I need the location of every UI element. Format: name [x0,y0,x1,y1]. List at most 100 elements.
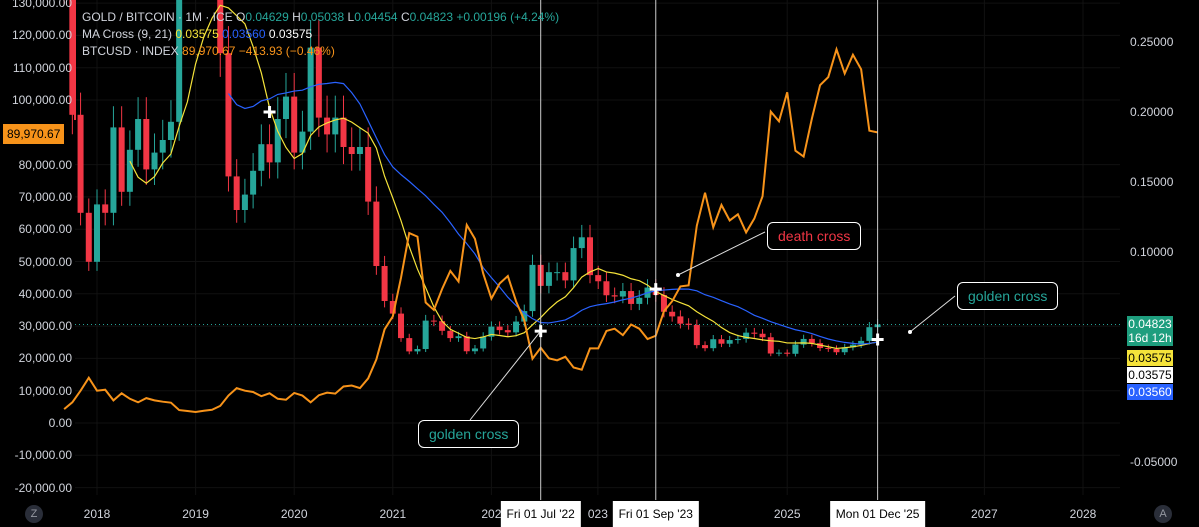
candle-body [858,340,865,345]
cross-marker-icon [263,106,276,118]
candle-body [570,248,577,281]
candle-body [299,131,306,153]
candle-body [545,272,552,286]
ma-cross-tag: 0.03575 [1127,367,1173,383]
candle-body [603,281,610,296]
candle-body [291,96,298,153]
golden-cross-annotation-1[interactable]: golden cross [418,420,520,448]
candle-body [455,336,462,339]
date-marker-label: Fri 01 Sep '23 [612,501,699,527]
ma-label[interactable]: MA Cross (9, 21) [82,27,173,41]
candle-body [759,333,766,338]
candle-body [69,0,76,115]
candle-body [808,338,815,344]
ma-fast-line [129,4,878,350]
right-axis-label: 0.20000 [1130,105,1174,119]
candle-body [282,96,289,119]
annotation-leader [677,231,766,276]
candle-body [250,170,257,195]
last-price-tag: 0.04823 16d 12h [1127,316,1173,346]
time-axis-label: 2025 [773,507,801,521]
candle-body [587,237,593,276]
cross-marker-icon [649,283,662,296]
candle-body [833,348,840,353]
ma-slow-value: 0.03560 [222,27,266,41]
timezone-button[interactable]: Z [25,505,43,523]
date-marker-label: Fri 01 Jul '22 [500,501,581,527]
candle-body [307,47,314,132]
time-axis-label: 2018 [83,507,111,521]
candle-body [734,338,741,341]
candle-body [94,204,100,262]
candle-body [447,330,454,339]
golden-cross-annotation-2[interactable]: golden cross [957,282,1059,310]
btc-price-tag: 89,970.67 [3,124,65,144]
candle-body [743,332,750,339]
candle-body [685,323,692,325]
candle-body [611,295,618,297]
annotation-leader [909,295,956,333]
candle-body [628,291,635,304]
candle-body [110,127,117,213]
candle-body [471,348,478,352]
left-axis-label: 40,000.00 [18,286,72,301]
chart-legend: GOLD / BITCOIN · 1M · ICE O0.04629 H0.05… [82,9,559,60]
open-value: 0.04629 [245,10,289,24]
right-axis-label: 0.15000 [1130,175,1174,189]
candle-body [406,338,413,352]
right-axis-label: -0.05000 [1130,455,1178,469]
candle-body [825,348,832,350]
candle-body [792,344,799,354]
candle-body [496,326,503,331]
btc-price: 89,970.67 [182,44,236,58]
candle-body [702,345,709,349]
time-axis-label: 2021 [379,507,407,521]
candle-body [726,340,733,344]
candle-body [389,301,396,314]
candle-body [710,339,717,349]
candle-body [332,117,339,135]
left-axis-label: -20,000.00 [14,480,72,495]
candle-body [77,114,84,213]
auto-scale-button[interactable]: A [1154,505,1172,523]
left-axis-label: 50,000.00 [18,254,72,269]
candle-body [784,352,791,354]
annotation-dot [538,329,543,334]
ma-slow-tag: 0.03560 [1127,384,1173,400]
candle-body [398,313,405,339]
left-axis-label: 30,000.00 [18,319,72,334]
candle-body [118,127,125,192]
annotation-dot [908,330,912,334]
low-value: 0.04454 [354,10,398,24]
time-axis-label: 202 [481,507,502,521]
candle-body [849,344,856,348]
candle-body [480,336,487,349]
death-cross-annotation[interactable]: death cross [767,222,862,250]
ma-cross-value: 0.03575 [268,27,313,41]
left-axis-label: 0.00 [48,416,72,430]
candle-body [324,117,331,135]
candle-body [578,237,585,249]
left-axis-label: 130,000.00 [11,0,72,11]
left-axis-label: 60,000.00 [18,222,72,237]
ma-slow-line [227,81,878,345]
high-value: 0.05038 [300,10,345,24]
candle-body [151,152,158,170]
ma-fast-value: 0.03575 [175,27,219,41]
right-axis-label: 0.10000 [1130,245,1174,259]
candle-body [102,204,109,213]
annotation-leader [469,330,542,421]
candle-body [529,264,536,312]
candle-body [775,352,782,354]
candle-body [669,311,676,317]
left-axis-label: 120,000.00 [11,28,72,43]
time-axis-label: 2020 [280,507,308,521]
btc-label[interactable]: BTCUSD · INDEX [82,44,179,58]
candle-body [258,144,265,171]
time-axis-label: 023 [587,507,608,521]
candle-body [356,147,363,154]
candle-body [595,275,602,282]
candle-body [126,149,133,192]
candle-body [463,336,470,352]
